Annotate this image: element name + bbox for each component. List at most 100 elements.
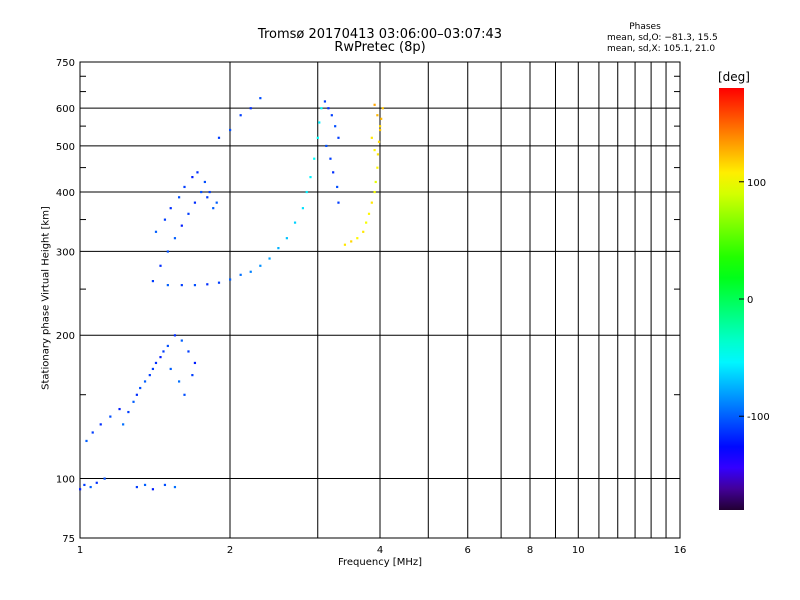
x-mode-point: [350, 240, 353, 243]
o-mode-point: [329, 157, 332, 160]
x-mode-point: [376, 153, 380, 156]
x-mode-point: [373, 148, 376, 152]
o-mode-point: [323, 100, 327, 103]
o-mode-point: [239, 114, 242, 117]
o-mode-point: [159, 264, 162, 267]
y-tick-label: 600: [56, 104, 75, 115]
o-mode-point: [309, 175, 312, 179]
o-mode-point: [173, 485, 177, 489]
y-tick-label: 75: [62, 534, 75, 545]
axis-ticks: 1 2 4 6 8 10 16 75 100 200 300 400 500 600 750: [56, 58, 686, 556]
o-mode-point: [173, 237, 177, 240]
o-mode-point: [163, 218, 167, 221]
y-tick-label: 400: [56, 188, 75, 199]
o-mode-point: [191, 175, 194, 179]
o-mode-point: [166, 284, 169, 287]
o-mode-point: [85, 439, 88, 443]
o-mode-point: [103, 477, 106, 480]
o-mode-point: [151, 488, 155, 491]
o-mode-point: [109, 415, 112, 418]
x-mode-point: [373, 190, 376, 194]
o-mode-point: [320, 107, 323, 110]
o-mode-point: [139, 386, 142, 390]
y-tick-label: 500: [56, 142, 75, 153]
o-mode-point: [169, 207, 172, 210]
o-mode-point: [229, 278, 232, 281]
o-mode-point: [118, 407, 121, 411]
y-tick-label: 100: [56, 475, 75, 486]
o-mode-point: [83, 483, 86, 487]
o-mode-point: [143, 483, 147, 487]
o-mode-point: [154, 230, 158, 233]
o-mode-point: [151, 280, 155, 283]
x-mode-point: [356, 237, 359, 240]
o-mode-point: [177, 380, 181, 383]
o-mode-point: [162, 350, 165, 353]
phase-note-heading: Phases: [629, 22, 661, 32]
o-mode-point: [148, 374, 151, 377]
o-mode-point: [301, 207, 305, 210]
o-mode-point: [91, 431, 94, 434]
o-mode-point: [95, 481, 98, 484]
o-mode-point: [239, 273, 242, 276]
o-mode-point: [259, 264, 262, 267]
x-tick-label: 8: [527, 545, 533, 556]
o-mode-point: [249, 270, 252, 273]
x-mode-point: [374, 180, 377, 184]
o-mode-point: [215, 201, 218, 204]
o-mode-point: [217, 281, 221, 284]
o-mode-point: [183, 185, 186, 189]
o-mode-point: [183, 393, 186, 396]
o-mode-point: [154, 361, 158, 365]
o-mode-point: [79, 488, 82, 491]
o-mode-point: [99, 423, 102, 426]
o-mode-point: [208, 190, 211, 194]
y-tick-label: 750: [56, 58, 75, 69]
o-mode-point: [337, 136, 340, 139]
o-mode-point: [203, 180, 206, 184]
y-tick-label: 300: [56, 247, 75, 258]
o-mode-point: [327, 107, 330, 110]
o-mode-point: [285, 237, 288, 240]
x-mode-point: [370, 201, 373, 204]
x-tick-label: 10: [572, 545, 585, 556]
o-mode-point: [305, 190, 308, 194]
o-mode-point: [177, 196, 181, 199]
colorbar-tick-label: -100: [747, 412, 770, 423]
o-mode-point: [89, 485, 92, 489]
o-mode-point: [173, 334, 177, 337]
x-mode-point: [376, 166, 379, 169]
y-tick-label: 200: [56, 331, 75, 342]
x-mode-point: [362, 230, 365, 233]
phase-note-o-mode: mean, sd,O: −81.3, 15.5: [607, 33, 718, 43]
o-mode-point: [229, 128, 232, 132]
colorbar-tick-label: 100: [747, 178, 766, 189]
x-mode-point: [373, 103, 376, 106]
o-mode-point: [277, 247, 280, 250]
x-tick-label: 1: [77, 545, 83, 556]
o-mode-point: [212, 207, 215, 210]
x-mode-point: [365, 221, 368, 224]
o-mode-point: [180, 339, 183, 342]
x-mode-point: [343, 243, 347, 246]
colorbar: 100 0 -100: [719, 88, 770, 510]
o-mode-point: [135, 393, 138, 396]
x-mode-point: [377, 140, 381, 143]
y-axis-label: Stationary phase Virtual Height [km]: [40, 206, 52, 390]
data-points: [79, 97, 384, 491]
x-tick-label: 4: [377, 545, 383, 556]
x-axis-label: Frequency [MHz]: [337, 557, 423, 568]
o-mode-point: [193, 361, 197, 365]
x-tick-label: 6: [465, 545, 471, 556]
o-mode-point: [200, 190, 203, 194]
x-mode-point: [381, 107, 384, 110]
o-mode-point: [259, 97, 262, 100]
o-mode-point: [193, 201, 197, 204]
o-mode-point: [135, 485, 138, 489]
o-mode-point: [313, 157, 316, 160]
colorbar-label: [deg]: [718, 70, 750, 84]
o-mode-point: [143, 380, 147, 383]
o-mode-point: [332, 171, 335, 174]
